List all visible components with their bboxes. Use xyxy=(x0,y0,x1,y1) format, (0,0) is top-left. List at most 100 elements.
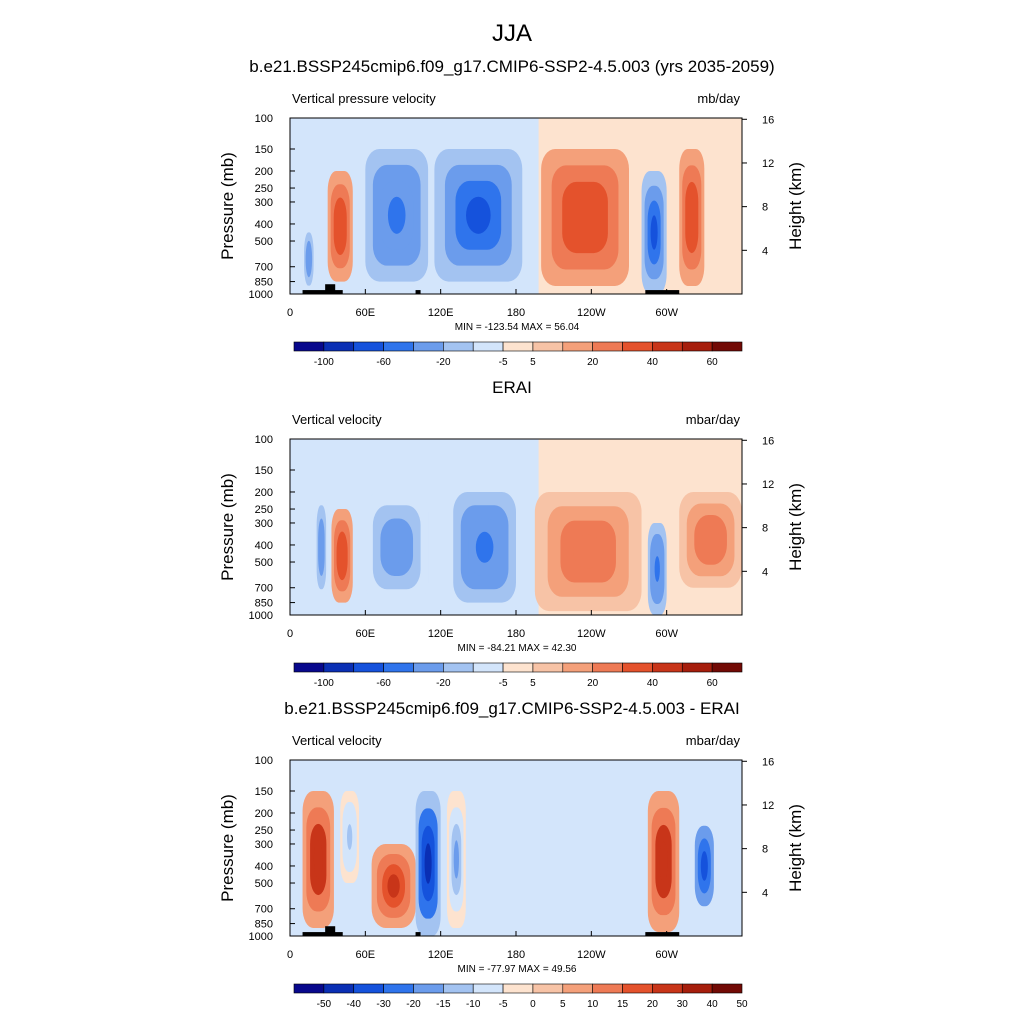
y-axis-title: Pressure (mb) xyxy=(218,473,237,581)
colorbar-swatch xyxy=(502,341,534,352)
y-tick-label: 850 xyxy=(255,277,273,289)
colorbar-swatch xyxy=(681,341,713,352)
y-tick-label: 300 xyxy=(255,839,273,851)
colorbar-swatch xyxy=(532,662,564,673)
colorbar-swatch xyxy=(652,983,683,994)
colorbar-swatch xyxy=(353,341,384,352)
field-contour-3-4 xyxy=(424,843,432,884)
y-tick-label: 700 xyxy=(255,904,273,916)
y-tick-label: 850 xyxy=(255,919,273,931)
field-contour-3-4 xyxy=(573,534,604,569)
colorbar-swatch xyxy=(711,983,743,994)
field-contour-7-4 xyxy=(347,824,353,850)
colorbar-swatch xyxy=(711,341,743,352)
colorbar-swatch xyxy=(383,341,414,352)
field-contour-4-4 xyxy=(453,840,459,879)
colorbar-label: 10 xyxy=(587,999,599,1010)
colorbar-label: 0 xyxy=(530,999,536,1010)
colorbar-swatch xyxy=(353,662,384,673)
y-tick-label: 200 xyxy=(255,166,273,178)
x-tick-label: 0 xyxy=(287,628,293,640)
y-tick-label: 500 xyxy=(255,878,273,890)
height-tick-label: 8 xyxy=(762,202,768,214)
colorbar-label: -40 xyxy=(347,999,362,1010)
colorbar-swatch xyxy=(502,983,534,994)
colorbar-swatch xyxy=(293,341,325,352)
field-contour-7-4 xyxy=(701,526,720,554)
colorbar-label: -10 xyxy=(466,999,481,1010)
field-contour-5-4 xyxy=(650,215,658,250)
colorbar-swatch xyxy=(652,662,683,673)
y-tick-label: 100 xyxy=(255,434,273,446)
y-tick-label: 100 xyxy=(255,755,273,767)
colorbar-swatch xyxy=(562,662,593,673)
y-tick-label: 300 xyxy=(255,197,273,209)
min-max-stats: MIN = -84.21 MAX = 42.30 xyxy=(458,643,577,654)
field-contour-1-4 xyxy=(313,840,323,879)
colorbar-label: -5 xyxy=(499,999,508,1010)
field-contour-6-4 xyxy=(654,556,660,582)
x-tick-label: 60E xyxy=(356,949,376,961)
x-tick-label: 180 xyxy=(507,307,525,319)
x-tick-label: 180 xyxy=(507,628,525,640)
colorbar-swatch xyxy=(472,983,504,994)
field-contour-5-4 xyxy=(319,531,324,563)
y-tick-label: 250 xyxy=(255,183,273,195)
y-tick-label: 850 xyxy=(255,598,273,610)
colorbar-label: -60 xyxy=(376,678,391,689)
y-tick-label: 150 xyxy=(255,786,273,798)
colorbar-label: 40 xyxy=(647,357,659,368)
x-tick-label: 60W xyxy=(655,307,678,319)
colorbar-swatch xyxy=(711,662,743,673)
y-tick-label: 700 xyxy=(255,583,273,595)
y-tick-label: 100 xyxy=(255,113,273,125)
colorbar-swatch xyxy=(652,341,683,352)
colorbar-swatch xyxy=(323,983,355,994)
field-contour-7-4 xyxy=(307,249,311,269)
y-tick-label: 300 xyxy=(255,518,273,530)
x-tick-label: 0 xyxy=(287,949,293,961)
colorbar-label: -100 xyxy=(314,357,334,368)
colorbar-swatch xyxy=(622,662,653,673)
field-contour-5-4 xyxy=(659,841,668,882)
colorbar-swatch xyxy=(323,662,355,673)
colorbar-label: -50 xyxy=(317,999,332,1010)
topography-mask xyxy=(415,290,421,294)
panel-title: b.e21.BSSP245cmip6.f09_g17.CMIP6-SSP2-4.… xyxy=(249,57,774,76)
colorbar-swatch xyxy=(472,341,504,352)
colorbar-label: -20 xyxy=(436,678,451,689)
colorbar-swatch xyxy=(383,983,414,994)
colorbar-swatch xyxy=(622,983,653,994)
colorbar-label: 30 xyxy=(677,999,689,1010)
height-tick-label: 16 xyxy=(762,756,774,768)
colorbar-label: -20 xyxy=(436,357,451,368)
topography-mask xyxy=(415,932,421,936)
chart-panel-1: b.e21.BSSP245cmip6.f09_g17.CMIP6-SSP2-4.… xyxy=(218,57,805,368)
colorbar-swatch xyxy=(532,983,564,994)
colorbar-label: -100 xyxy=(314,678,334,689)
field-contour-4-4 xyxy=(336,210,344,242)
colorbar-label: 40 xyxy=(647,678,659,689)
x-tick-label: 120E xyxy=(428,628,454,640)
colorbar-label: 20 xyxy=(587,357,599,368)
colorbar-label: -30 xyxy=(376,999,391,1010)
y-tick-label: 1000 xyxy=(249,289,273,301)
colorbar-label: 20 xyxy=(647,999,659,1010)
field-contour-6-4 xyxy=(700,851,708,881)
topography-mask xyxy=(302,290,343,294)
min-max-stats: MIN = -77.97 MAX = 49.56 xyxy=(458,964,577,975)
y-tick-label: 250 xyxy=(255,825,273,837)
x-tick-label: 120E xyxy=(428,949,454,961)
colorbar-swatch xyxy=(353,983,384,994)
height-tick-label: 16 xyxy=(762,114,774,126)
variable-label: Vertical velocity xyxy=(292,733,382,748)
topography-mask xyxy=(645,932,680,936)
field-contour-1-4 xyxy=(466,196,491,234)
y-tick-label: 150 xyxy=(255,144,273,156)
colorbar-swatch xyxy=(592,341,623,352)
colorbar-swatch xyxy=(443,983,474,994)
colorbar-label: 5 xyxy=(530,357,536,368)
colorbar-label: -5 xyxy=(499,678,508,689)
x-tick-label: 60E xyxy=(356,307,376,319)
colorbar-swatch xyxy=(293,983,325,994)
